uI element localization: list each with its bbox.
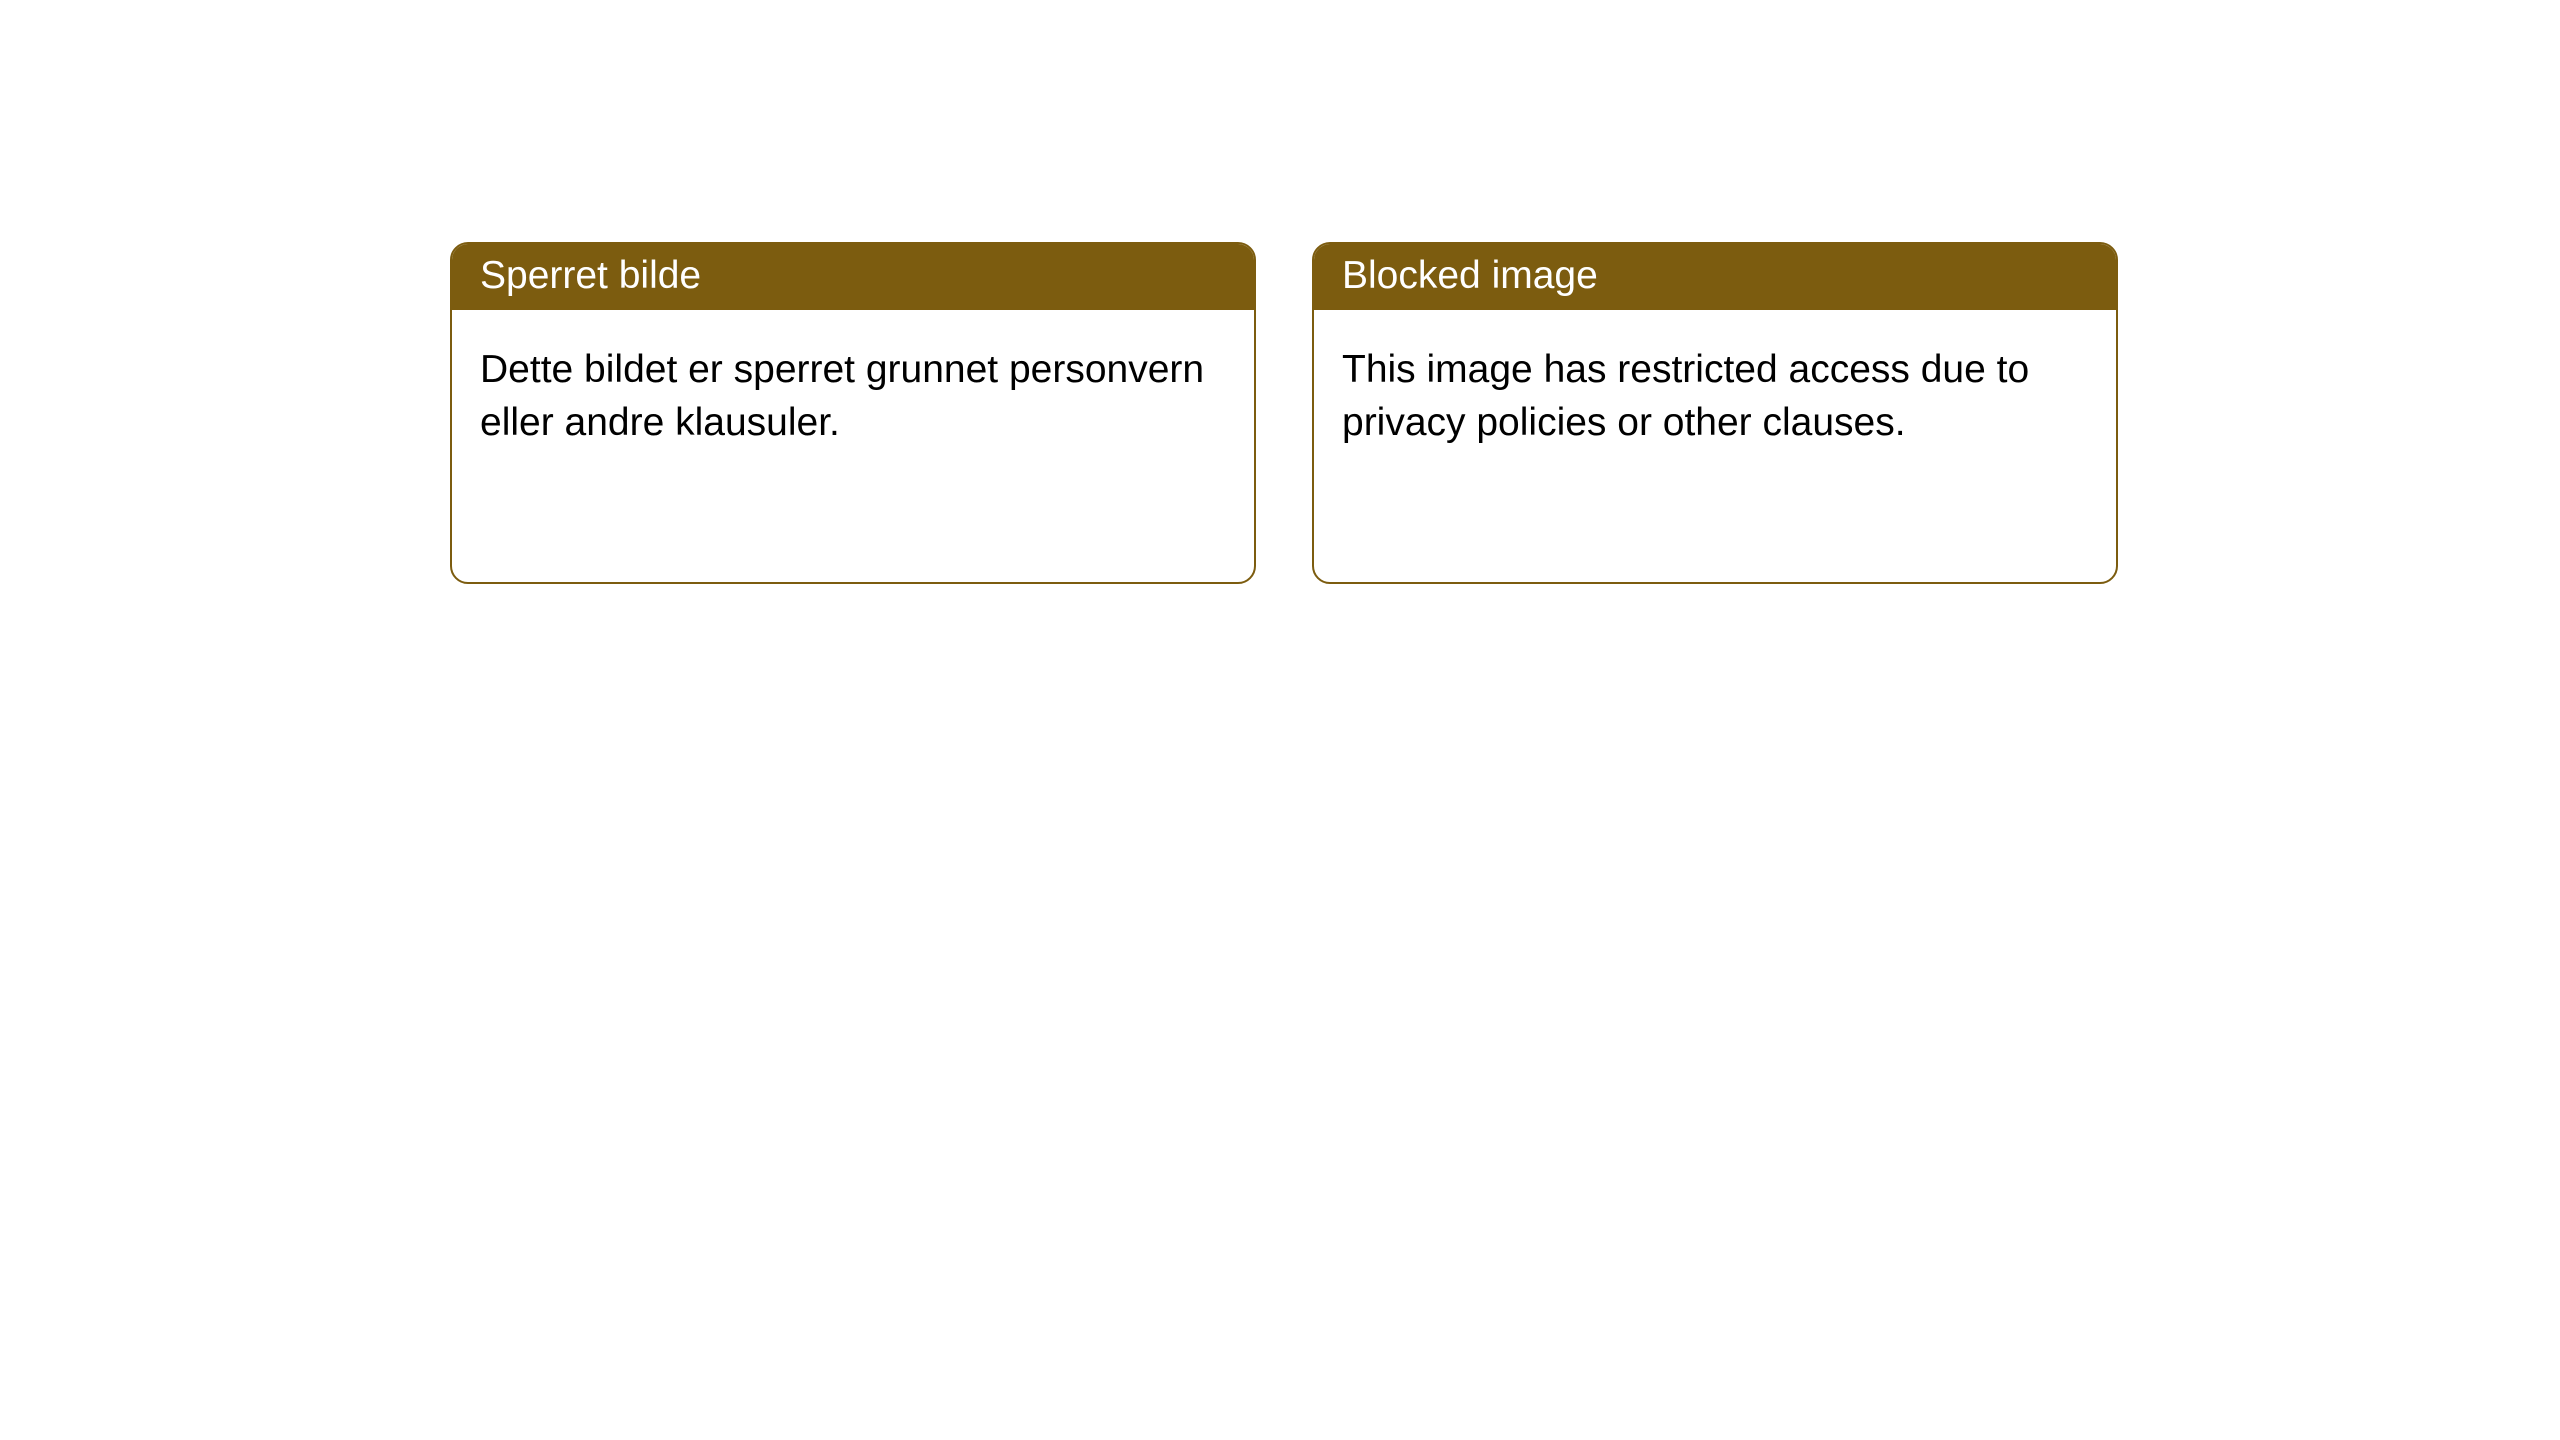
card-body-text: Dette bildet er sperret grunnet personve… [480, 348, 1204, 444]
card-title: Sperret bilde [480, 254, 701, 297]
blocked-image-card-norwegian: Sperret bilde Dette bildet er sperret gr… [450, 242, 1256, 584]
card-body: Dette bildet er sperret grunnet personve… [452, 310, 1254, 483]
card-body: This image has restricted access due to … [1314, 310, 2116, 483]
card-header: Blocked image [1314, 244, 2116, 310]
card-title: Blocked image [1342, 254, 1598, 297]
blocked-image-card-english: Blocked image This image has restricted … [1312, 242, 2118, 584]
card-header: Sperret bilde [452, 244, 1254, 310]
cards-container: Sperret bilde Dette bildet er sperret gr… [0, 0, 2560, 584]
card-body-text: This image has restricted access due to … [1342, 348, 2029, 444]
